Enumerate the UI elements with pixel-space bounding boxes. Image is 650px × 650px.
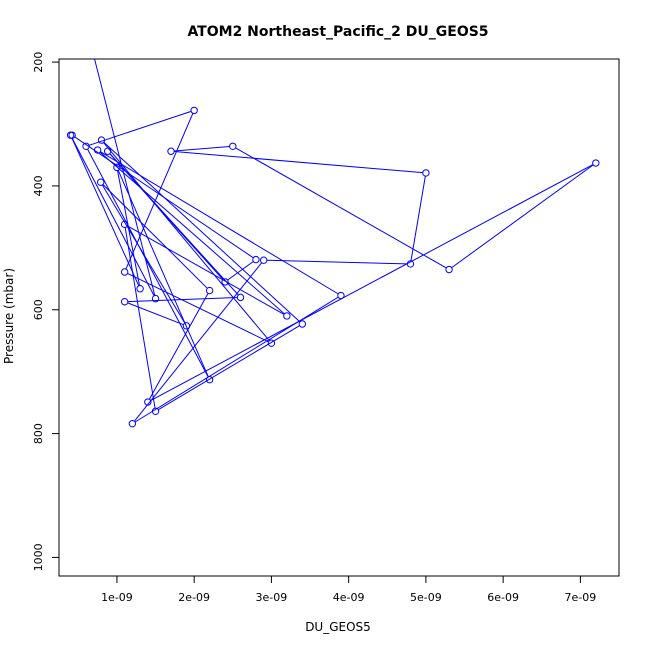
data-point (103, 147, 112, 155)
data-point (97, 136, 106, 144)
data-point (136, 285, 144, 293)
series-segment (127, 302, 184, 326)
series-segment (134, 296, 339, 423)
series-segment (102, 184, 208, 289)
series-segment (150, 164, 594, 401)
data-point (68, 131, 76, 139)
series-segment (227, 261, 254, 281)
y-tick-label: 600 (32, 299, 45, 320)
x-axis-label: DU_GEOS5 (305, 620, 371, 634)
series-segment (133, 262, 263, 422)
series-segment (71, 137, 155, 297)
data-point (259, 256, 268, 264)
data-point (167, 147, 175, 155)
y-tick-label: 800 (32, 423, 45, 444)
data-point (406, 260, 415, 268)
data-point (190, 106, 198, 115)
data-point (97, 178, 105, 186)
y-tick-label: 200 (32, 52, 45, 73)
data-point (229, 142, 237, 151)
x-tick-label: 3e-09 (256, 591, 288, 604)
data-point (205, 286, 214, 295)
series-segment (266, 259, 408, 265)
y-axis: 200 400 600 800 1000 (32, 52, 60, 571)
series-segment (158, 325, 300, 411)
y-tick-label: 1000 (32, 543, 45, 571)
data-point (445, 265, 453, 274)
series-segment (103, 142, 270, 342)
series-segment (148, 293, 209, 400)
y-axis-label: Pressure (mbar) (2, 268, 16, 364)
series-segment (235, 147, 447, 269)
data-point (337, 291, 345, 300)
data-point (113, 163, 121, 172)
y-tick-label: 400 (32, 175, 45, 196)
series-segment (117, 170, 209, 377)
x-tick-label: 5e-09 (410, 591, 442, 604)
data-point (93, 146, 102, 154)
x-tick-label: 4e-09 (333, 591, 365, 604)
series-segment (109, 153, 224, 280)
series-segment (174, 146, 230, 152)
series-segment (71, 137, 140, 287)
x-axis: 1e-09 2e-09 3e-09 4e-09 5e-09 6e-09 7e-09 (101, 575, 597, 604)
x-tick-label: 2e-09 (178, 591, 210, 604)
data-point (236, 293, 245, 302)
data-point (91, 59, 96, 60)
series-segment (125, 113, 194, 270)
series-segment (127, 225, 285, 315)
series-segment (99, 151, 285, 315)
series-segment (88, 110, 192, 146)
data-point (592, 159, 600, 167)
series-segment (127, 272, 269, 343)
data-point (151, 294, 160, 303)
chart-title: ATOM2 Northeast_Pacific_2 DU_GEOS5 (187, 24, 488, 40)
series-segment (124, 227, 156, 409)
data-point (422, 169, 430, 177)
data-point (182, 322, 191, 330)
data-point (252, 255, 260, 264)
plot-frame (58, 58, 620, 577)
data-point (267, 339, 276, 347)
series-segment (451, 164, 594, 269)
data-point (283, 312, 291, 320)
data-point (221, 278, 229, 286)
series-segment (127, 296, 238, 303)
x-tick-label: 6e-09 (487, 591, 519, 604)
data-point (205, 376, 214, 384)
data-point (82, 142, 90, 151)
plot-area (66, 59, 600, 428)
data-point (120, 298, 129, 306)
data-point (120, 268, 129, 276)
series-segment (74, 136, 254, 259)
data-point (144, 398, 152, 406)
x-tick-label: 7e-09 (565, 591, 597, 604)
data-point (128, 419, 137, 428)
data-point (151, 407, 160, 416)
series-segment (100, 151, 339, 295)
data-point (120, 220, 129, 229)
series-segment (174, 151, 423, 174)
x-tick-label: 1e-09 (101, 591, 133, 604)
series-segment (87, 148, 209, 378)
series-segment (103, 141, 301, 323)
series-segment (410, 175, 426, 261)
data-point (298, 320, 307, 328)
